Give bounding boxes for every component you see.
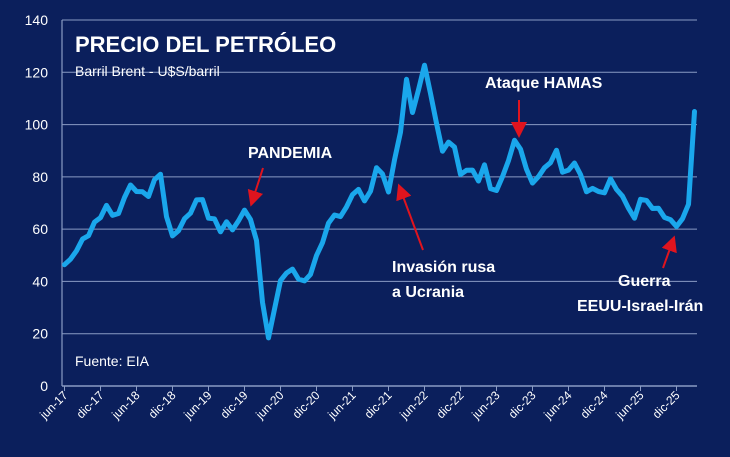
annotation-hamas: Ataque HAMAS [485,75,603,92]
y-tick-label: 120 [25,64,49,80]
brent-price-line [62,62,697,341]
x-tick-label: dic-21 [362,388,395,421]
x-axis-ticks: jun-17 dic-17 jun-18 dic-18 jun-19 dic-19 jun-… [36,386,683,422]
y-tick-label: 20 [32,326,48,342]
x-tick-label: jun-25 [612,388,646,422]
y-tick-label: 40 [32,273,48,289]
arrow-invasion [396,183,424,251]
source-note: Fuente: EIA [75,353,150,369]
chart-subtitle: Barril Brent - U$S/barril [75,63,220,79]
x-tick-label: dic-20 [290,388,323,421]
annotation-invasion-line2: a Ucrania [392,284,464,301]
arrow-pandemia [247,167,264,207]
x-tick-label: dic-23 [506,388,539,421]
x-tick-label: dic-17 [74,388,107,421]
y-tick-label: 60 [32,221,48,237]
annotation-invasion-line1: Invasión rusa [392,259,495,276]
x-tick-label: jun-19 [180,388,214,422]
y-tick-label: 80 [32,169,48,185]
y-tick-label: 100 [25,117,49,133]
y-tick-label: 0 [40,378,48,394]
y-axis-ticks: 0 20 40 60 80 100 120 140 [25,12,49,394]
x-tick-label: dic-25 [650,388,683,421]
x-tick-label: jun-21 [324,388,358,422]
x-tick-label: dic-18 [146,388,179,421]
x-tick-label: jun-24 [540,388,574,422]
x-tick-label: dic-24 [578,388,611,421]
annotation-guerra-line1: Guerra [618,273,671,290]
x-tick-label: dic-19 [218,388,251,421]
x-tick-label: jun-20 [252,388,286,422]
y-tick-label: 140 [25,12,49,28]
x-tick-label: dic-22 [434,388,467,421]
chart-title: PRECIO DEL PETRÓLEO [75,32,336,57]
annotation-guerra-line2: EEUU-Israel-Irán [577,298,703,315]
x-tick-label: jun-22 [396,388,430,422]
annotation-pandemia: PANDEMIA [248,145,333,162]
x-tick-label: jun-18 [108,388,142,422]
x-tick-label: jun-23 [468,388,502,422]
arrow-guerra [661,235,677,269]
